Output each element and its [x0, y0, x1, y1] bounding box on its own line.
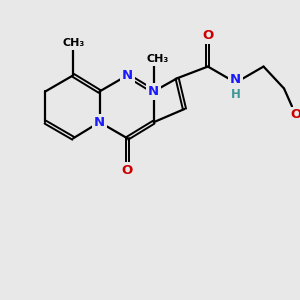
Text: CH₃: CH₃ — [62, 38, 84, 48]
Text: N: N — [94, 116, 105, 129]
Text: N: N — [122, 69, 133, 82]
Text: N: N — [230, 73, 241, 86]
Text: O: O — [202, 29, 214, 42]
Text: CH₃: CH₃ — [147, 54, 169, 64]
Text: O: O — [290, 108, 300, 122]
Text: H: H — [231, 88, 241, 101]
Text: N: N — [148, 85, 159, 98]
Text: O: O — [122, 164, 133, 177]
